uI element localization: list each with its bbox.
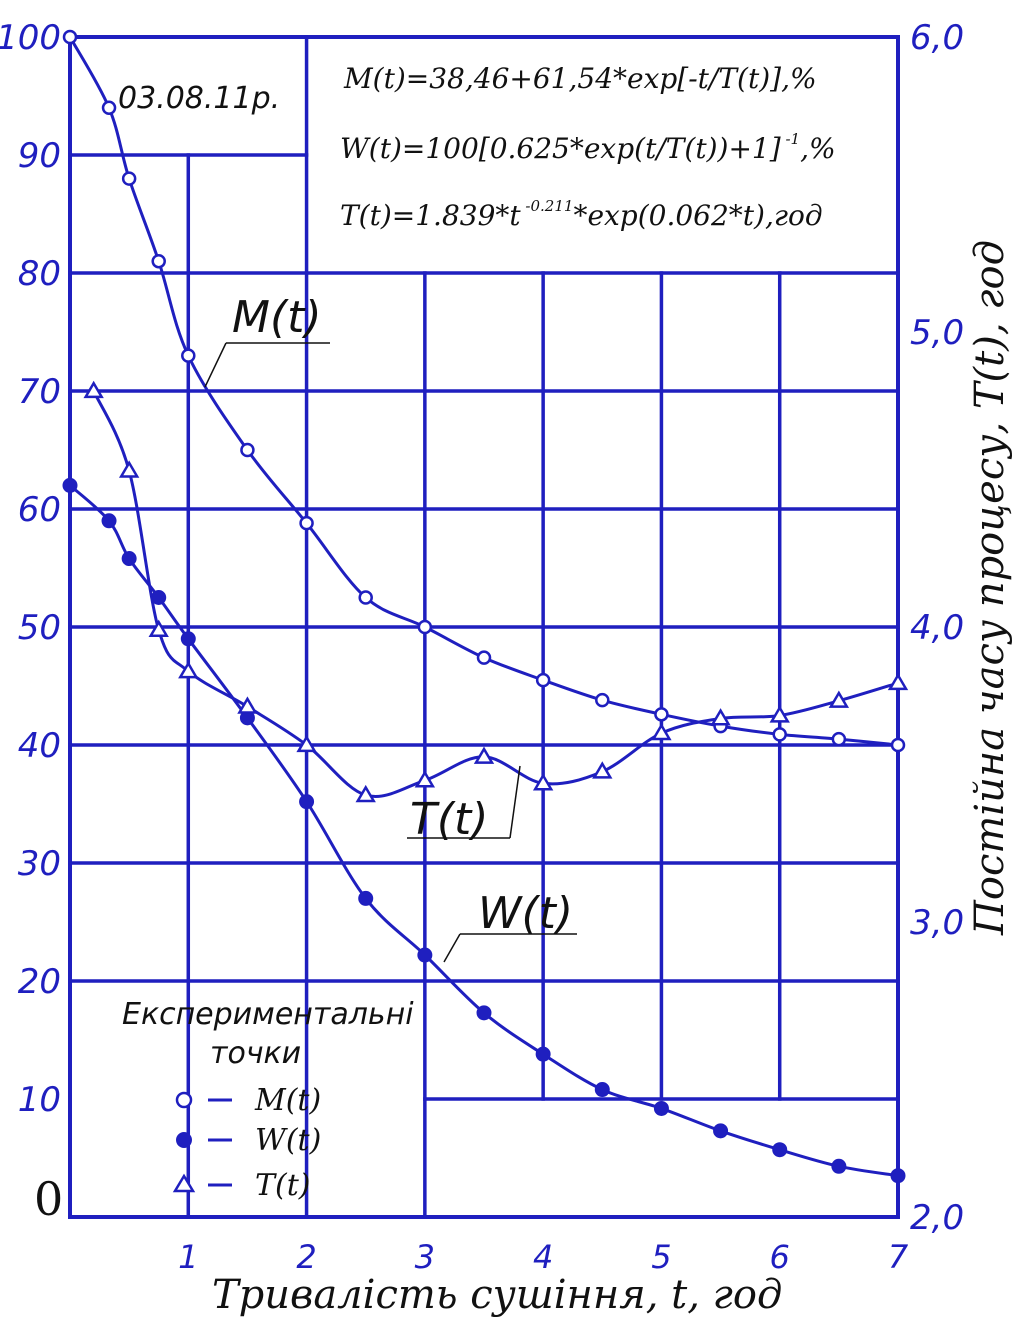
point-wt-2 <box>121 551 137 567</box>
y-right-tick-6-0: 6,0 <box>910 18 964 58</box>
legend-text-2: W(t) <box>255 1123 321 1158</box>
y-left-tick-80: 80 <box>18 254 61 294</box>
curve-label-leader-m <box>204 342 227 388</box>
point-wt-12 <box>653 1100 669 1116</box>
point-tt-5 <box>296 734 317 753</box>
y-left-tick-10: 10 <box>18 1080 61 1120</box>
curve-label-m: M(t) <box>232 292 322 343</box>
point-tt-14 <box>828 690 850 708</box>
point-tt-11 <box>651 722 672 741</box>
curve-label-w: W(t) <box>478 888 573 939</box>
x-tick-3: 3 <box>415 1238 435 1276</box>
point-mt-14 <box>772 727 787 742</box>
point-mt-9 <box>476 650 492 665</box>
point-mt-16 <box>890 737 906 753</box>
point-wt-0 <box>62 477 78 493</box>
formula-box: M(t)=38,46+61,54*exp[-t/T(t)],% W(t)=100[… <box>340 62 836 232</box>
y-right-tick-5-0: 5,0 <box>910 313 964 353</box>
legend-title-line2: точки <box>210 1036 301 1071</box>
y-left-tick-20: 20 <box>18 962 61 1002</box>
point-wt-13 <box>713 1123 729 1139</box>
point-tt-3 <box>178 660 199 679</box>
point-wt-16 <box>890 1168 906 1184</box>
x-tick-1: 1 <box>178 1238 198 1276</box>
x-tick-5: 5 <box>651 1238 671 1276</box>
point-tt-13 <box>769 705 790 723</box>
point-tt-6 <box>355 784 376 803</box>
y-left-tick-30: 30 <box>18 844 61 884</box>
point-wt-8 <box>417 947 433 963</box>
point-wt-15 <box>831 1158 847 1174</box>
point-wt-6 <box>299 794 315 810</box>
y-left-tick-70: 70 <box>18 372 61 412</box>
point-mt-4 <box>181 348 196 363</box>
point-mt-3 <box>151 253 166 269</box>
point-wt-10 <box>535 1046 551 1062</box>
point-tt-4 <box>237 696 258 714</box>
point-tt-12 <box>710 708 731 726</box>
point-tt-9 <box>532 773 554 791</box>
legend-text-3: T(t) <box>255 1168 310 1203</box>
point-tt-7 <box>414 770 436 788</box>
formula-2: W(t)=100[0.625*exp(t/T(t))+1] -1,% <box>340 130 836 165</box>
point-mt-0 <box>62 29 78 45</box>
point-mt-6 <box>299 515 314 531</box>
point-wt-14 <box>772 1142 788 1158</box>
y-left-tick-60: 60 <box>18 490 61 530</box>
legend-marker-triangle <box>172 1173 196 1193</box>
y-left-tick-50: 50 <box>18 608 61 648</box>
legend-text-1: M(t) <box>254 1083 321 1118</box>
point-tt-0 <box>83 380 104 399</box>
legend-marker-open-circle <box>175 1091 193 1109</box>
point-mt-2 <box>121 171 137 186</box>
x-tick-7: 7 <box>888 1238 909 1276</box>
formula-3: T(t)=1.839*t -0.211*exp(0.062*t),год <box>340 197 823 232</box>
point-wt-3 <box>151 590 167 605</box>
y-right-tick-3-0: 3,0 <box>910 903 964 943</box>
point-tt-1 <box>118 460 140 478</box>
y-left-tick-40: 40 <box>18 726 61 766</box>
point-mt-15 <box>831 731 847 747</box>
x-axis-title: Тривалість сушіння, t, год <box>212 1272 782 1318</box>
y-left-tick-100: 100 <box>0 18 61 58</box>
x-tick-2: 2 <box>296 1238 316 1276</box>
point-mt-10 <box>535 672 551 688</box>
y-left-tick-90: 90 <box>18 136 61 176</box>
point-mt-5 <box>240 442 255 458</box>
point-mt-11 <box>595 692 610 708</box>
point-mt-7 <box>358 590 373 605</box>
point-tt-15 <box>887 672 909 691</box>
y-right-axis-title: Постійна часу процесу, T(t), год <box>967 240 1013 936</box>
point-wt-11 <box>594 1082 610 1098</box>
point-mt-8 <box>417 619 433 635</box>
y-right-tick-2-0: 2,0 <box>910 1198 964 1238</box>
point-wt-4 <box>180 631 196 647</box>
point-wt-1 <box>101 513 117 529</box>
y-axis-origin-label: 0 <box>34 1172 63 1226</box>
formula-1: M(t)=38,46+61,54*exp[-t/T(t)],% <box>343 62 817 95</box>
curve-label-leader-w <box>443 933 461 963</box>
x-tick-4: 4 <box>533 1238 553 1276</box>
curve-label-leader-t <box>509 765 521 839</box>
point-wt-9 <box>476 1005 492 1021</box>
legend-title-line1: Експериментальні <box>122 997 414 1032</box>
x-tick-6: 6 <box>770 1238 790 1276</box>
chart-markers <box>62 29 909 1184</box>
y-right-tick-4-0: 4,0 <box>910 608 964 648</box>
point-tt-2 <box>148 619 169 638</box>
curve-labels: M(t) T(t) W(t) <box>204 292 577 963</box>
point-tt-8 <box>473 746 495 764</box>
point-mt-12 <box>654 707 669 722</box>
date-label: 03.08.11р. <box>118 81 280 116</box>
legend: Експериментальні точки M(t) W(t) T(t) <box>122 997 414 1203</box>
point-wt-7 <box>358 890 374 906</box>
point-mt-1 <box>101 100 117 116</box>
legend-marker-filled-circle <box>176 1132 192 1148</box>
curve-label-t: T(t) <box>410 794 488 845</box>
point-tt-10 <box>592 761 613 779</box>
